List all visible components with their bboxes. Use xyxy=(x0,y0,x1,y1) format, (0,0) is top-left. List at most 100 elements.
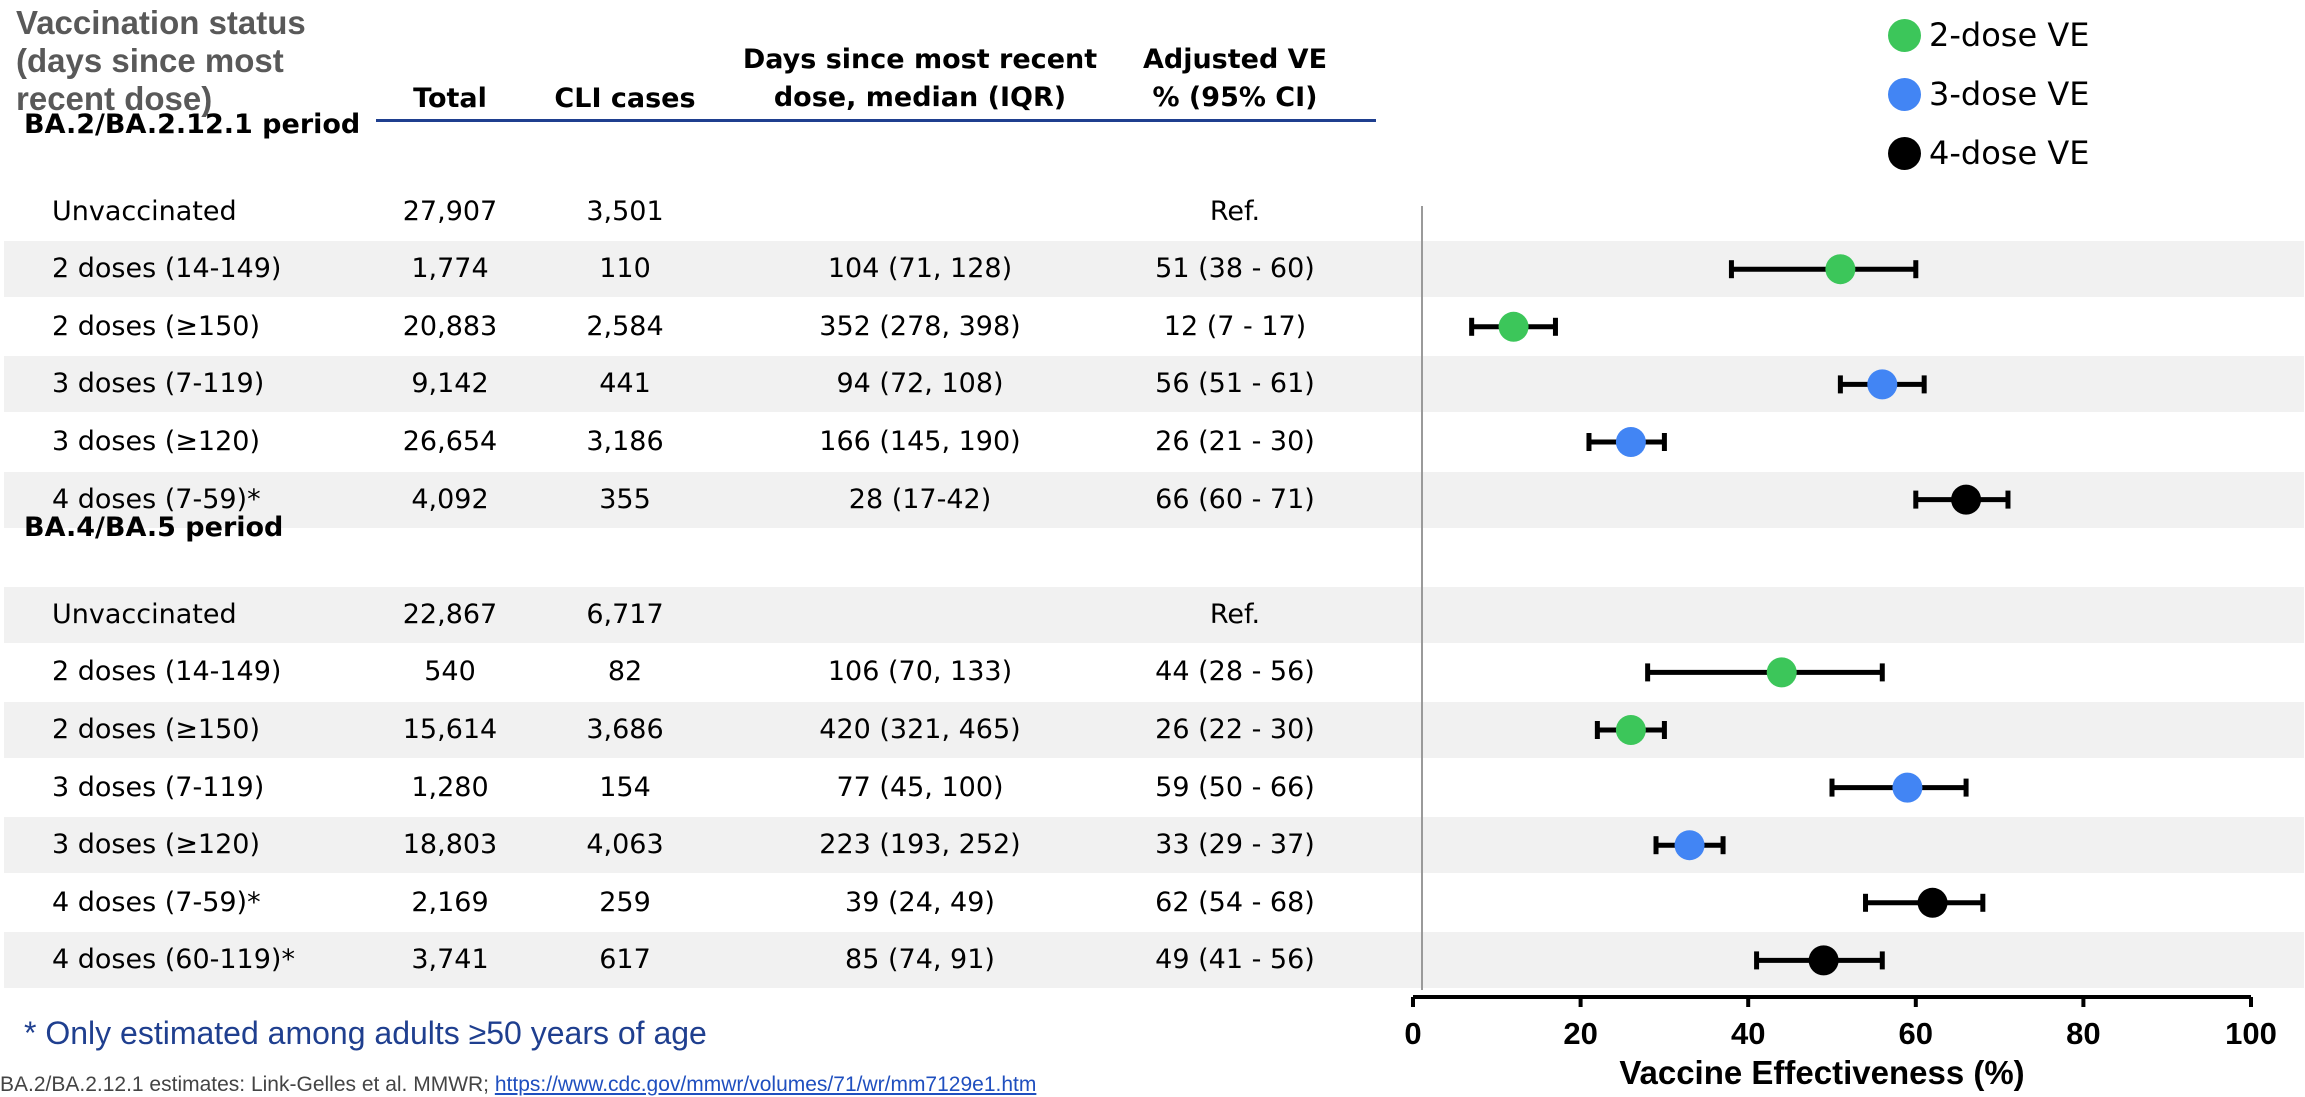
cell-status: Unvaccinated xyxy=(52,598,237,630)
cell-cli: 259 xyxy=(599,886,651,918)
cell-status: 2 doses (≥150) xyxy=(52,310,260,342)
legend-label: 2-dose VE xyxy=(1929,16,2090,54)
x-tick-label: 80 xyxy=(2066,1016,2100,1051)
cell-total: 4,092 xyxy=(411,483,489,515)
cell-ve: 59 (50 - 66) xyxy=(1155,771,1315,803)
legend-marker-icon xyxy=(1888,136,1921,170)
legend-item: 3-dose VE xyxy=(1888,74,2089,114)
cell-days: 85 (74, 91) xyxy=(845,944,995,976)
cell-cli: 4,063 xyxy=(586,829,664,861)
ve-point xyxy=(1825,254,1856,285)
cell-total: 3,741 xyxy=(411,944,489,976)
legend-item: 4-dose VE xyxy=(1888,133,2089,173)
cell-days: 94 (72, 108) xyxy=(836,368,1004,400)
cell-total: 1,774 xyxy=(411,253,489,285)
cell-ve: 66 (60 - 71) xyxy=(1155,483,1315,515)
cell-total: 27,907 xyxy=(402,195,498,227)
cell-total: 26,654 xyxy=(402,426,498,457)
legend-item: 2-dose VE xyxy=(1888,15,2089,55)
row-band xyxy=(4,817,2304,874)
cell-status: 3 doses (≥120) xyxy=(52,426,260,457)
cell-status: Unvaccinated xyxy=(52,195,237,227)
cell-days: 223 (193, 252) xyxy=(819,829,1021,861)
cell-cli: 82 xyxy=(607,656,643,688)
cell-total: 2,169 xyxy=(411,886,489,918)
cell-ve: 56 (51 - 61) xyxy=(1155,368,1315,400)
ve-point xyxy=(1615,427,1646,457)
cell-status: 3 doses (≥120) xyxy=(52,829,260,861)
ve-point xyxy=(1917,887,1948,918)
cell-status: 4 doses (60-119)* xyxy=(52,944,295,976)
cell-ve: 44 (28 - 56) xyxy=(1155,656,1315,688)
cell-status: 3 doses (7-119) xyxy=(52,368,265,400)
source-link[interactable]: https://www.cdc.gov/mmwr/volumes/71/wr/m… xyxy=(494,1073,1037,1096)
legend-marker-icon xyxy=(1888,18,1921,52)
row-band xyxy=(4,702,2304,758)
cell-cli: 3,501 xyxy=(586,195,664,227)
days-since-header-line1: Days since most recent xyxy=(742,44,1098,75)
cell-cli: 110 xyxy=(599,253,651,285)
cell-status: 3 doses (7-119) xyxy=(52,771,265,803)
x-axis-title: Vaccine Effectiveness (%) xyxy=(1619,1054,2025,1091)
cell-total: 1,280 xyxy=(411,771,489,803)
cell-cli: 2,584 xyxy=(586,310,664,342)
cell-status: 4 doses (7-59)* xyxy=(52,886,261,918)
total-header: Total xyxy=(413,83,487,114)
ve-point xyxy=(1498,311,1529,342)
cell-status: 4 doses (7-59)* xyxy=(52,483,261,515)
x-tick-label: 40 xyxy=(1731,1016,1765,1051)
cell-days: 104 (71, 128) xyxy=(827,253,1013,285)
cell-cli: 355 xyxy=(599,483,651,515)
cell-total: 540 xyxy=(424,656,476,688)
cell-cli: 3,186 xyxy=(586,426,664,457)
header-rule xyxy=(376,119,1376,122)
legend-label: 4-dose VE xyxy=(1929,134,2090,172)
cell-ve: 26 (22 - 30) xyxy=(1155,714,1315,745)
cell-total: 15,614 xyxy=(402,714,498,745)
cell-cli: 6,717 xyxy=(586,598,664,630)
row-band xyxy=(4,932,2304,989)
cell-ve: 26 (21 - 30) xyxy=(1155,426,1315,457)
cell-ve: Ref. xyxy=(1209,195,1261,227)
cell-ve: 12 (7 - 17) xyxy=(1163,310,1307,342)
ve-point xyxy=(1951,484,1982,515)
cell-ve: 62 (54 - 68) xyxy=(1155,886,1315,918)
cell-total: 22,867 xyxy=(402,598,498,630)
legend-marker-icon xyxy=(1888,77,1921,111)
source-note: BA.2/BA.2.12.1 estimates: Link-Gelles et… xyxy=(0,1073,1036,1097)
adjusted-ve-header-line1: Adjusted VE xyxy=(1142,44,1328,75)
cell-days: 77 (45, 100) xyxy=(836,771,1004,803)
cell-days: 28 (17-42) xyxy=(848,483,992,515)
x-tick-label: 100 xyxy=(2225,1016,2277,1051)
row-band xyxy=(4,586,2304,643)
cell-status: 2 doses (14-149) xyxy=(52,656,282,688)
cell-total: 18,803 xyxy=(402,829,498,861)
cell-cli: 3,686 xyxy=(586,714,664,745)
days-since-header: Days since most recent dose, median (IQR… xyxy=(725,41,1115,117)
x-tick-label: 20 xyxy=(1563,1016,1597,1051)
cell-ve: 49 (41 - 56) xyxy=(1155,944,1315,976)
ve-point xyxy=(1674,830,1705,861)
cell-cli: 154 xyxy=(599,771,651,803)
cell-days: 166 (145, 190) xyxy=(819,426,1021,457)
x-tick-label: 0 xyxy=(1404,1016,1421,1051)
adjusted-ve-header: Adjusted VE % (95% CI) xyxy=(1115,41,1355,117)
cell-total: 20,883 xyxy=(402,310,498,342)
adjusted-ve-header-line2: % (95% CI) xyxy=(1152,82,1318,113)
period-label: BA.2/BA.2.12.1 period xyxy=(24,109,361,140)
source-text: BA.2/BA.2.12.1 estimates: Link-Gelles et… xyxy=(0,1073,495,1096)
ve-point xyxy=(1808,945,1839,976)
row-band xyxy=(4,241,2304,298)
cell-days: 39 (24, 49) xyxy=(845,886,995,918)
ve-point xyxy=(1867,369,1898,400)
vaccination-status-header: Vaccination status (days since most rece… xyxy=(16,4,306,117)
cell-total: 9,142 xyxy=(411,368,489,400)
cell-ve: 51 (38 - 60) xyxy=(1155,253,1315,285)
legend-label: 3-dose VE xyxy=(1929,75,2090,113)
cell-status: 2 doses (14-149) xyxy=(52,253,282,285)
days-since-header-line2: dose, median (IQR) xyxy=(773,82,1067,113)
x-tick-label: 60 xyxy=(1899,1016,1933,1051)
period-label: BA.4/BA.5 period xyxy=(24,512,284,544)
ve-point xyxy=(1892,772,1923,803)
